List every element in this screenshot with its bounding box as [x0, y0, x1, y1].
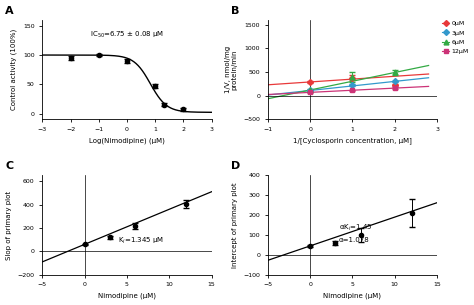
X-axis label: Log(Nimodipine) (μM): Log(Nimodipine) (μM) [89, 138, 165, 144]
Y-axis label: Control activity (100%): Control activity (100%) [11, 29, 18, 110]
Text: α=1.078: α=1.078 [339, 237, 370, 243]
Text: IC$_{50}$=6.75 ± 0.08 μM: IC$_{50}$=6.75 ± 0.08 μM [90, 30, 164, 40]
Y-axis label: 1/V, nmol/mg
protein/min: 1/V, nmol/mg protein/min [225, 46, 237, 93]
Text: B: B [230, 6, 239, 16]
Y-axis label: Intercept of primary plot: Intercept of primary plot [232, 182, 237, 268]
Text: αK$_i$=1.45: αK$_i$=1.45 [339, 223, 373, 233]
X-axis label: Nimodipine (μM): Nimodipine (μM) [323, 293, 382, 300]
Legend: 0μM, 3μM, 6μM, 12μM: 0μM, 3μM, 6μM, 12μM [442, 21, 468, 54]
Text: A: A [5, 6, 14, 16]
X-axis label: Nimodipine (μM): Nimodipine (μM) [98, 293, 156, 300]
X-axis label: 1/[Cyclosporin concentration, μM]: 1/[Cyclosporin concentration, μM] [293, 138, 412, 144]
Text: D: D [230, 161, 240, 171]
Y-axis label: Slop of primary plot: Slop of primary plot [6, 191, 12, 260]
Text: C: C [5, 161, 13, 171]
Text: K$_i$=1.345 μM: K$_i$=1.345 μM [118, 236, 164, 246]
